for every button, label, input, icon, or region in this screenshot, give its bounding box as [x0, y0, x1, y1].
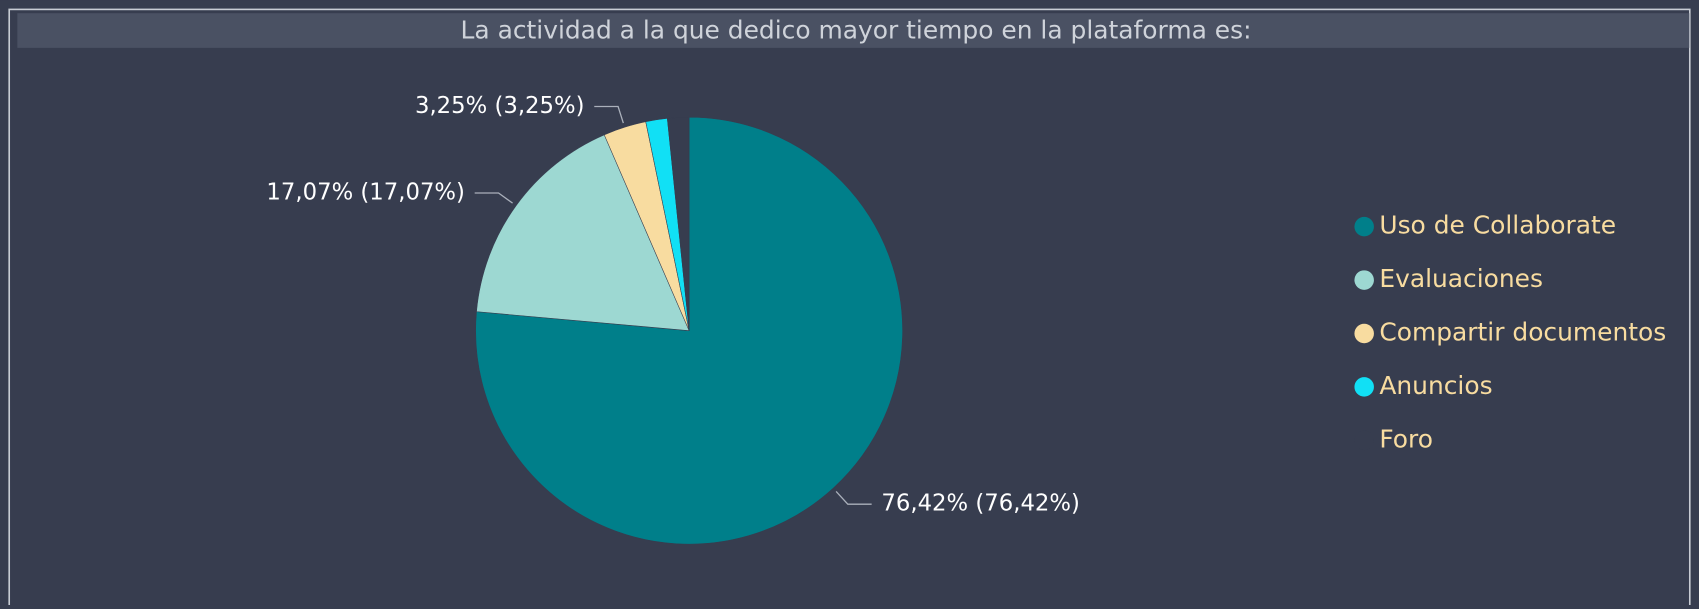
leader-line [835, 490, 872, 505]
data-label: 17,07% (17,07%) [266, 180, 464, 206]
chart-title: La actividad a la que dedico mayor tiemp… [461, 16, 1252, 45]
legend-label: Anuncios [1379, 371, 1492, 400]
legend-label: Compartir documentos [1379, 317, 1666, 346]
legend-marker [1354, 216, 1374, 237]
legend-marker [1354, 377, 1374, 397]
data-label: 3,25% (3,25%) [415, 93, 585, 119]
legend-label: Uso de Collaborate [1379, 211, 1616, 240]
pie-slice [476, 134, 690, 331]
pie-slice [667, 116, 690, 331]
legend-label: Foro [1379, 424, 1433, 453]
leader-line [474, 192, 513, 204]
legend-label: Evaluaciones [1379, 264, 1543, 293]
legend-marker [1354, 270, 1374, 290]
frame [8, 8, 1691, 609]
leader-line [594, 105, 624, 124]
legend-marker [1354, 430, 1374, 451]
title-bar [17, 13, 1690, 48]
data-label: 76,42% (76,42%) [881, 491, 1079, 517]
legend-marker [1354, 323, 1374, 344]
